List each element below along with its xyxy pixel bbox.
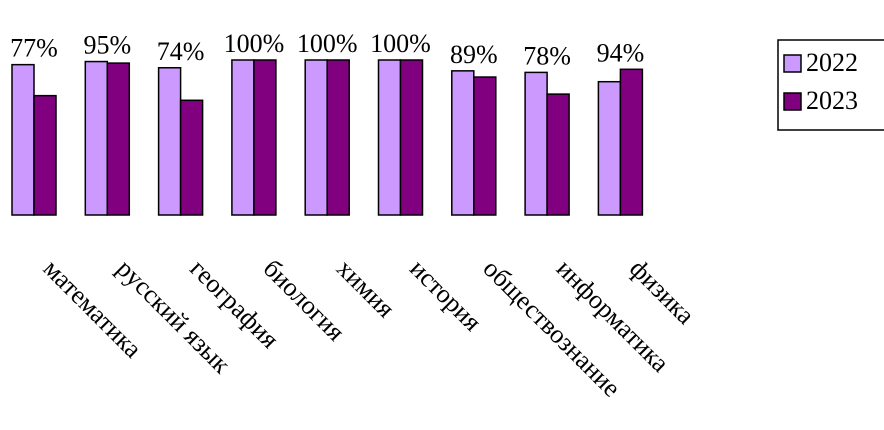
data-label: 89% xyxy=(450,40,498,69)
category-label: обществознание xyxy=(478,254,627,403)
plot-area xyxy=(11,59,644,216)
category-label: история xyxy=(404,254,487,337)
legend-label-2022: 2022 xyxy=(806,48,858,77)
bar-2022-6 xyxy=(377,59,402,216)
bar-2023-2 xyxy=(106,62,131,216)
bar-2023-1 xyxy=(33,94,57,216)
legend-swatch-2022 xyxy=(783,54,802,73)
data-label: 95% xyxy=(83,31,131,60)
bar-2022-9 xyxy=(597,80,622,216)
bar-2023-8 xyxy=(546,93,570,216)
bar-2022-7 xyxy=(451,70,475,216)
bar-2022-1 xyxy=(11,63,35,216)
bar-2022-3 xyxy=(157,67,182,216)
legend: 2022 2023 xyxy=(777,39,884,131)
bar-2022-4 xyxy=(231,59,255,216)
data-label: 78% xyxy=(523,41,571,70)
data-label: 100% xyxy=(224,29,285,58)
category-label: химия xyxy=(331,254,400,323)
data-labels: 77% 95% 74% 100% 100% 100% 89% 78% 94% xyxy=(10,29,644,70)
legend-label-2023: 2023 xyxy=(806,86,858,115)
data-label: 100% xyxy=(297,29,358,58)
data-label: 77% xyxy=(10,34,58,63)
bar-2022-8 xyxy=(524,71,548,216)
data-label: 100% xyxy=(370,29,431,58)
data-label: 94% xyxy=(597,38,645,67)
bar-2023-3 xyxy=(179,99,204,216)
legend-swatch-2023 xyxy=(783,92,802,111)
bar-2023-9 xyxy=(619,68,644,216)
bar-2023-5 xyxy=(326,59,350,216)
bar-2022-2 xyxy=(84,60,109,216)
bar-2023-6 xyxy=(399,59,424,216)
bar-2023-7 xyxy=(473,76,497,216)
bar-2022-5 xyxy=(304,59,328,216)
data-label: 74% xyxy=(157,37,205,66)
bar-2023-4 xyxy=(253,59,277,216)
